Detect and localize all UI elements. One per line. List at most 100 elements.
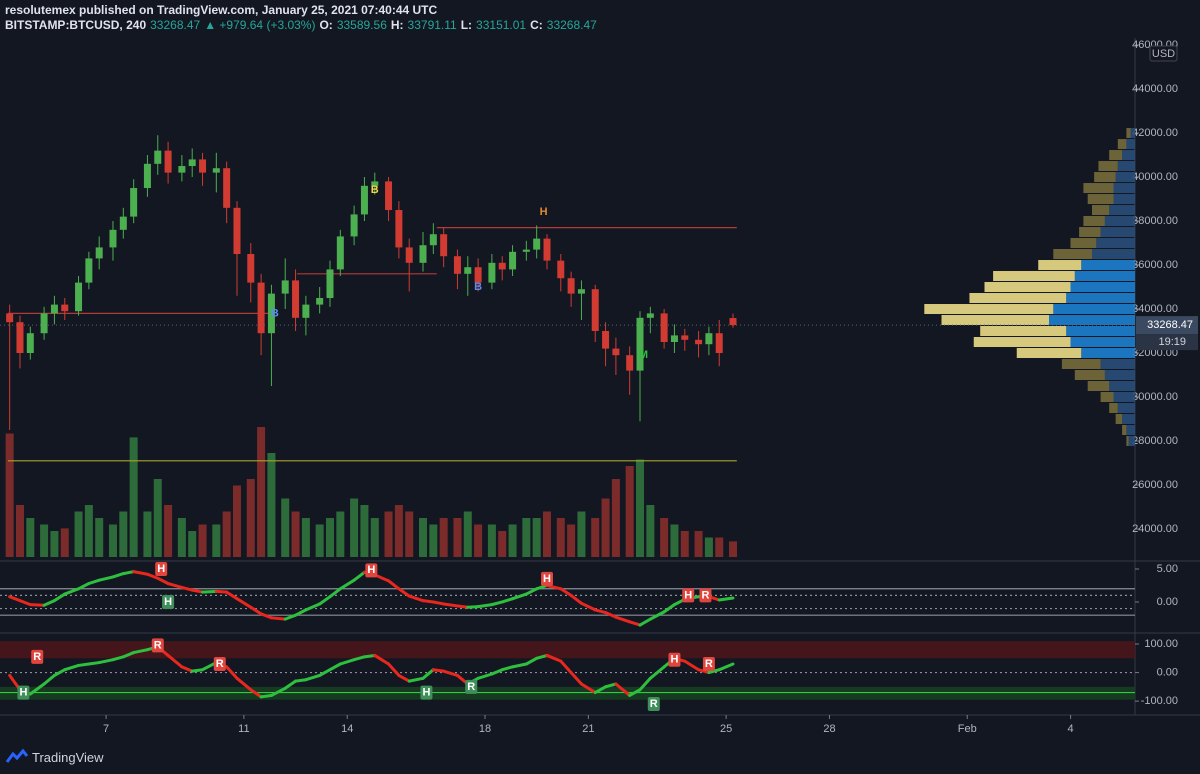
oscillator-segment <box>87 661 101 666</box>
volume-profile-bar <box>973 337 1071 348</box>
volume-bar <box>84 505 93 557</box>
volume-bar <box>487 524 496 557</box>
volume-profile-bar <box>1104 370 1135 381</box>
oscillator-segment <box>707 668 721 675</box>
volume-profile-bar <box>1081 348 1135 359</box>
publisher-line: resolutemex published on TradingView.com… <box>5 3 438 17</box>
oscillator-segment <box>683 659 701 672</box>
badge-label: H <box>543 573 551 585</box>
volume-profile-bar <box>1087 381 1110 391</box>
brand-logo[interactable] <box>5 748 29 768</box>
oscillator-segment <box>442 669 459 677</box>
volume-profile-bar <box>1070 282 1135 293</box>
oscillator-segment <box>511 662 528 669</box>
footer: TradingView <box>0 742 1200 774</box>
last-price: 33268.47 <box>150 18 201 32</box>
volume-profile-bar <box>941 315 1049 326</box>
volume-profile-bar <box>1115 413 1123 424</box>
oscillator-segment <box>180 585 194 592</box>
oscillator-segment <box>545 583 563 591</box>
oscillator-segment <box>42 673 56 686</box>
volume-profile-bar <box>1122 424 1127 435</box>
oscillator-segment <box>283 613 298 621</box>
volume-profile-bar <box>924 304 1054 315</box>
annotation: B <box>474 281 482 293</box>
volume-profile-bar <box>1122 150 1135 161</box>
volume-bar <box>646 505 655 557</box>
volume-bar <box>636 459 645 557</box>
y-tick-label: 44000.00 <box>1132 83 1178 95</box>
badge <box>31 649 44 664</box>
oscillator-segment <box>559 587 573 597</box>
y-tick-label: 5.00 <box>1157 563 1178 575</box>
volume-bar <box>5 433 14 557</box>
currency-box <box>1149 45 1178 62</box>
badge-label: H <box>164 596 172 608</box>
volume-bar <box>577 511 586 557</box>
y-tick-label: 24000.00 <box>1132 523 1178 535</box>
volume-profile-bar <box>1066 293 1135 304</box>
candle-body <box>567 278 575 294</box>
oscillator-segment <box>304 602 322 612</box>
volume-profile-bar <box>1070 238 1097 249</box>
volume-bar <box>350 498 359 557</box>
oscillator-segment <box>42 599 56 607</box>
symbol-line: BITSTAMP:BTCUSD, 240 33268.47 ▲ +979.64 … <box>5 18 597 32</box>
volume-bar <box>40 524 49 557</box>
candle-body <box>522 249 530 252</box>
ohlc-value: 33589.56 <box>336 18 387 32</box>
candle-body <box>26 333 34 354</box>
volume-bar <box>680 531 689 557</box>
oscillator-segment <box>294 608 308 617</box>
oscillator-segment <box>511 592 528 601</box>
badge-label: H <box>684 589 692 601</box>
ohlc-label: O: <box>319 18 333 32</box>
candle-body <box>119 216 127 230</box>
volume-profile-bar <box>1096 238 1135 249</box>
candle-body <box>40 313 48 334</box>
y-tick-label: 42000.00 <box>1132 127 1178 139</box>
x-tick-label: Feb <box>958 723 977 735</box>
volume-profile-bar <box>1070 337 1135 348</box>
oscillator-segment <box>524 656 539 666</box>
oscillator-segment <box>77 662 91 667</box>
oscillator-segment <box>145 572 160 580</box>
volume-bar <box>315 524 324 557</box>
volume-bar <box>360 505 369 557</box>
y-tick-label: 38000.00 <box>1132 215 1178 227</box>
oscillator-segment <box>614 682 632 697</box>
y-tick-label: 0.00 <box>1157 596 1178 608</box>
y-tick-label: 26000.00 <box>1132 479 1178 491</box>
candle-body <box>85 258 93 283</box>
oscillator-segment <box>559 659 573 675</box>
badge-label: H <box>19 686 27 698</box>
volume-profile-bar <box>1100 359 1135 370</box>
oscillator-segment <box>387 579 401 591</box>
x-tick-label: 7 <box>103 723 109 735</box>
oscillator-segment <box>259 612 273 620</box>
brand[interactable]: TradingView <box>32 750 104 765</box>
oscillator-segment <box>717 596 735 602</box>
badge-label: R <box>467 681 475 693</box>
volume-bar <box>188 531 197 557</box>
volume-profile-bar <box>1098 161 1118 172</box>
volume-bar <box>164 505 173 557</box>
oscillator-segment <box>190 668 205 673</box>
candle-body <box>715 333 723 354</box>
badge-label: R <box>216 658 224 670</box>
badge-label: H <box>422 686 430 698</box>
oscillator-segment <box>225 590 239 601</box>
volume-bar <box>50 531 59 557</box>
oscillator-segment <box>328 662 342 672</box>
oscillator-segment <box>201 589 218 594</box>
annotation: H <box>540 206 548 218</box>
volume-profile-bar <box>1117 139 1127 150</box>
y-tick-label: 30000.00 <box>1132 391 1178 403</box>
oscillator-segment <box>225 665 239 680</box>
volume-bar <box>453 518 462 557</box>
badge-label: R <box>650 698 658 710</box>
volume-profile-bar <box>1094 172 1116 183</box>
candle-body <box>178 166 186 173</box>
volume-bar <box>405 511 414 557</box>
